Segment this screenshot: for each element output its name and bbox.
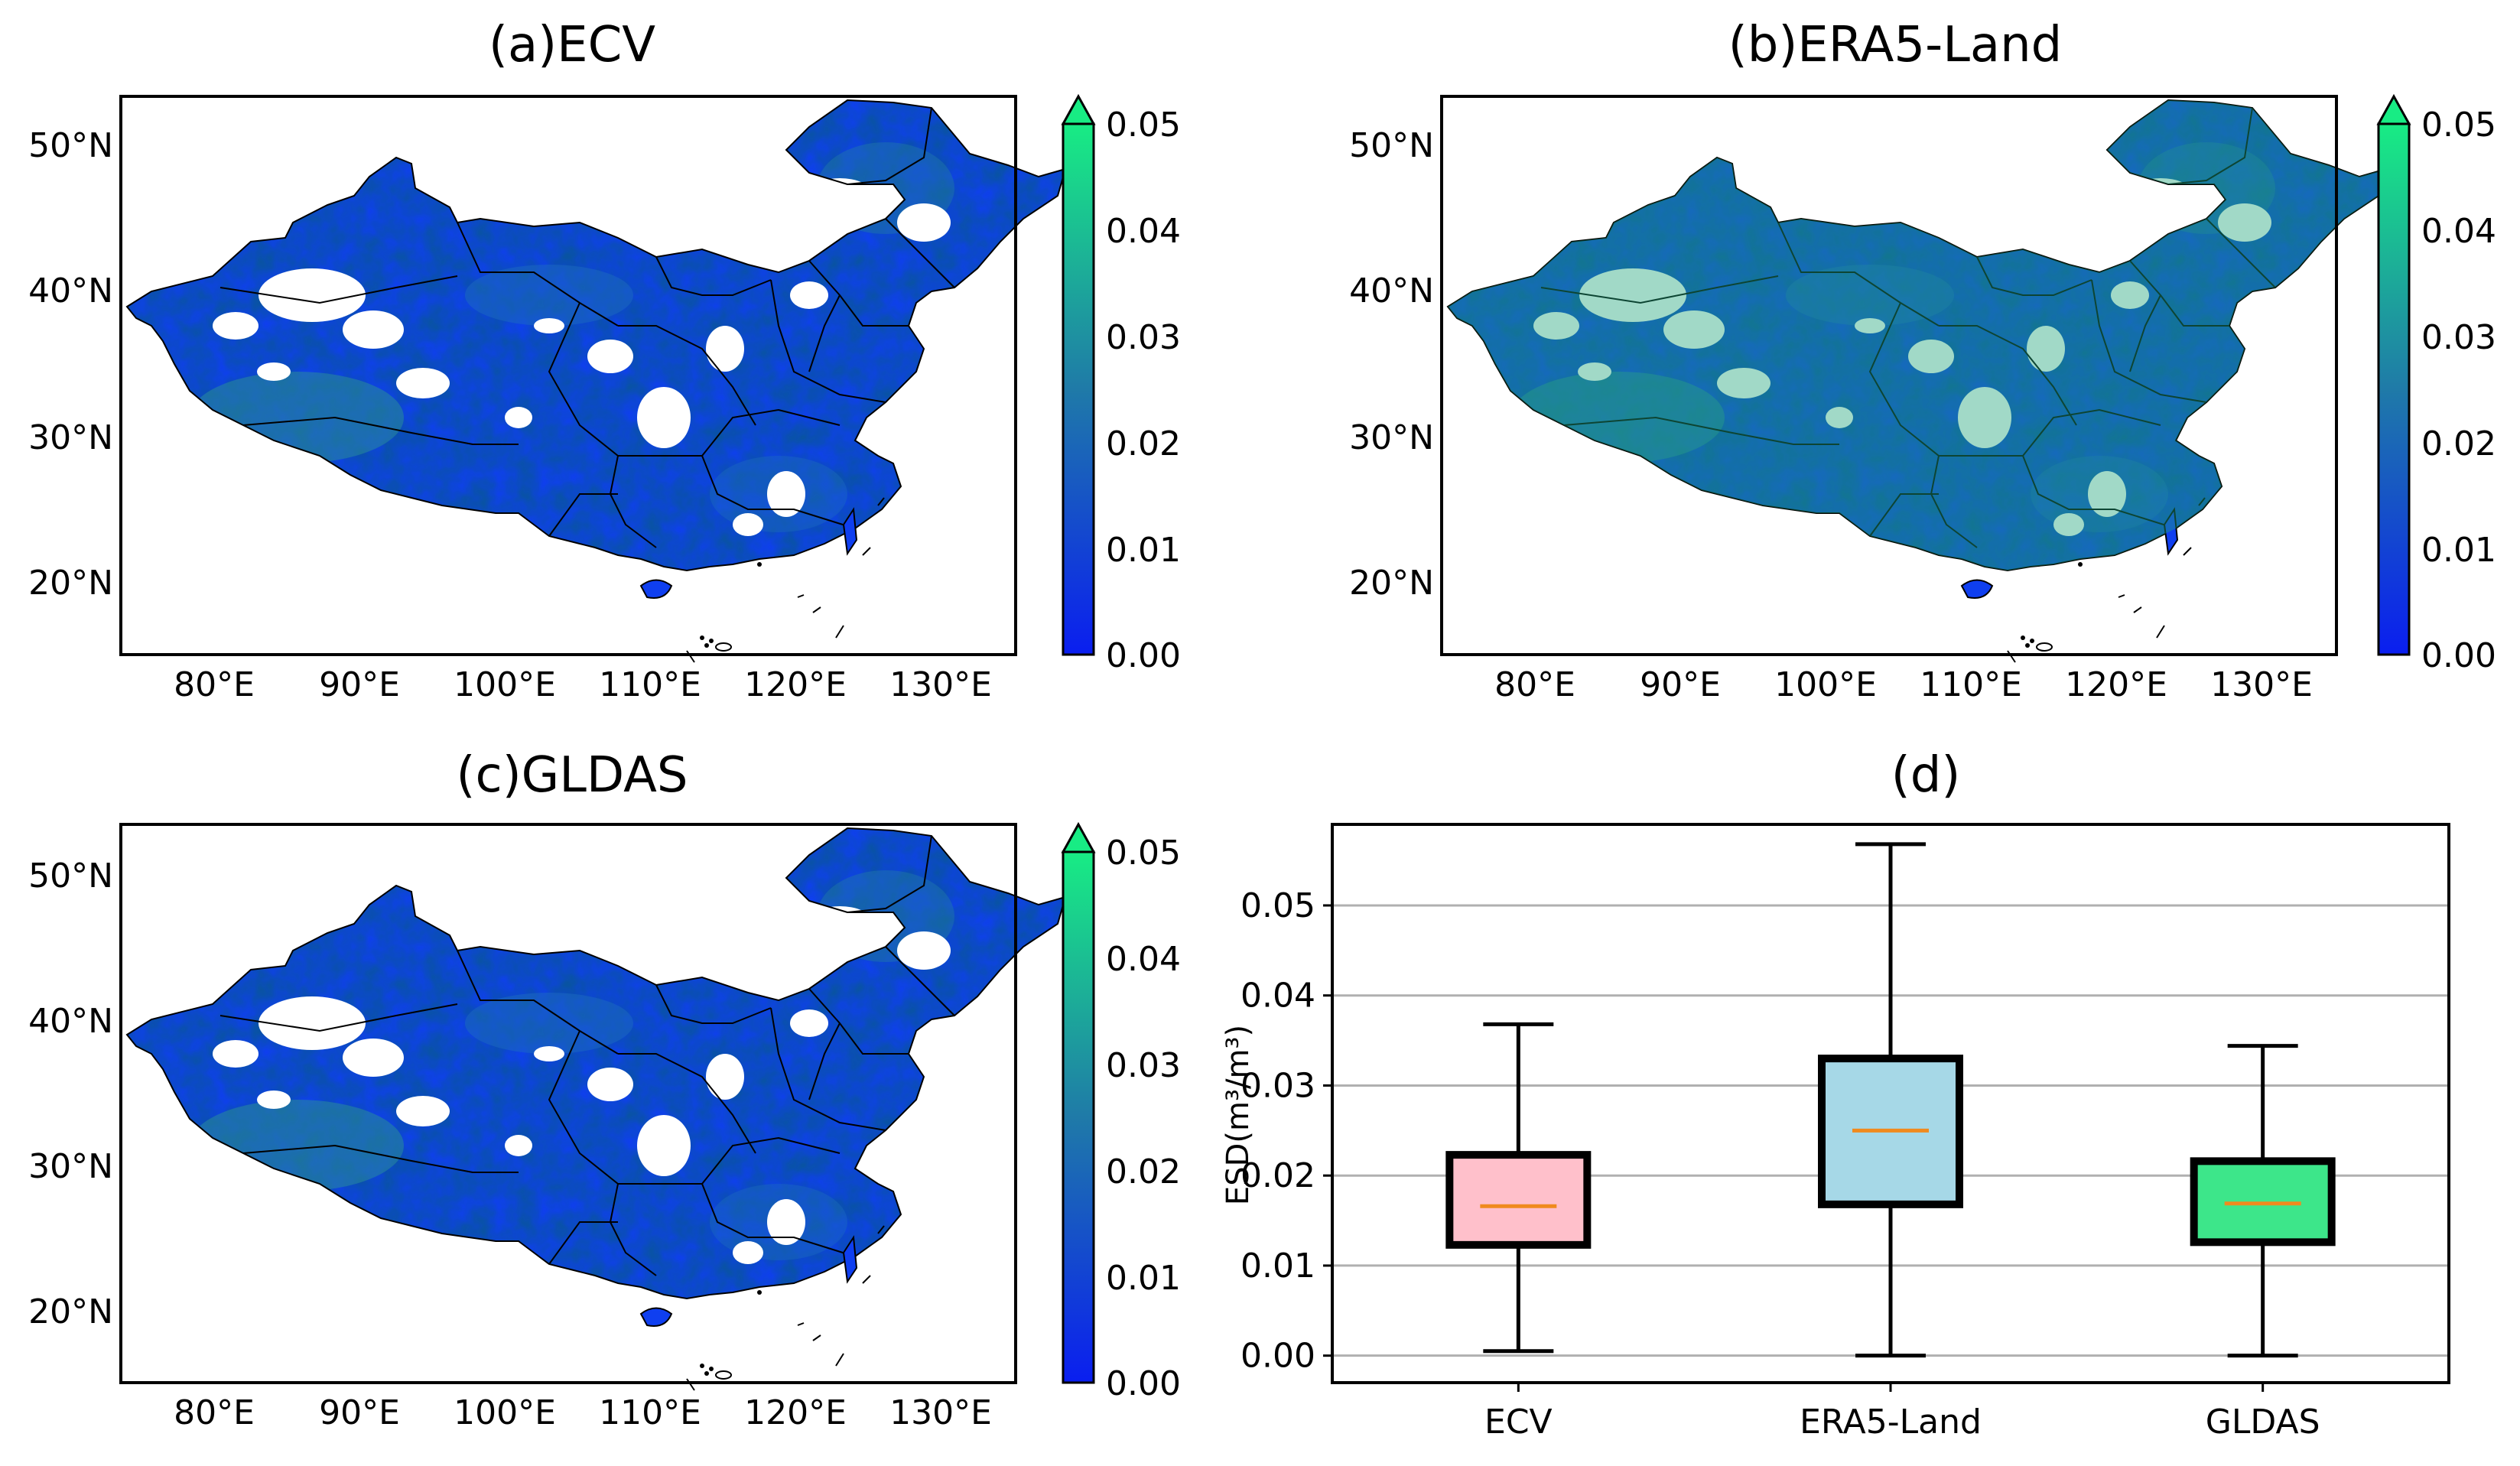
lat-tick-label: 20°N xyxy=(1349,564,1434,603)
lat-tick-label: 40°N xyxy=(28,271,113,310)
x-tick-label: GLDAS xyxy=(2206,1403,2320,1442)
colorbar-tick-label: 0.03 xyxy=(2421,318,2496,357)
lon-tick-label: 120°E xyxy=(744,665,847,704)
map-frame-era5 xyxy=(1440,95,2338,656)
lon-tick-label: 80°E xyxy=(174,665,255,704)
map-panel-ecv: (a)ECV 50°N 40°N 30°N 20°N 80°E 90°E 100… xyxy=(28,17,1181,704)
x-tick-label: ERA5-Land xyxy=(1800,1403,1982,1442)
lon-tick-label: 80°E xyxy=(1494,665,1575,704)
lat-tick-label: 50°N xyxy=(1349,126,1434,165)
lon-tick-label: 100°E xyxy=(454,665,556,704)
lat-tick-labels-era5: 50°N 40°N 30°N 20°N xyxy=(1349,126,1434,603)
map-title-era5: (b)ERA5-Land xyxy=(1728,17,2063,73)
colorbar-tick-label: 0.00 xyxy=(2421,636,2496,675)
colorbar-gradient xyxy=(1062,850,1095,1384)
colorbar-gradient xyxy=(1062,122,1095,656)
colorbar-extend-arrow xyxy=(1061,821,1096,853)
lon-tick-label: 130°E xyxy=(889,1393,992,1432)
map-frame-ecv xyxy=(119,95,1017,656)
colorbar-extend-arrow xyxy=(2376,93,2411,125)
boxplot-x-ticks: ECV ERA5-Land GLDAS xyxy=(1484,1383,2320,1442)
y-tick-label: 0.02 xyxy=(1240,1156,1315,1195)
map-title-ecv: (a)ECV xyxy=(489,17,655,73)
lon-tick-label: 120°E xyxy=(744,1393,847,1432)
colorbar-era5: 0.05 0.04 0.03 0.02 0.01 0.00 xyxy=(2376,93,2496,675)
colorbar-tick-label: 0.04 xyxy=(2421,212,2496,251)
y-tick-label: 0.05 xyxy=(1240,886,1315,925)
colorbar-tick-label: 0.02 xyxy=(1106,1152,1181,1191)
lon-tick-label: 120°E xyxy=(2065,665,2167,704)
china-map-ecv xyxy=(121,96,1069,662)
colorbar-tick-label: 0.05 xyxy=(1106,834,1181,873)
colorbar-tick-label: 0.03 xyxy=(1106,318,1181,357)
boxplot-ylabel: ESD(m³/m³) xyxy=(1221,1025,1256,1205)
y-tick-label: 0.04 xyxy=(1240,977,1315,1016)
lon-tick-label: 80°E xyxy=(174,1393,255,1432)
colorbar-gldas: 0.05 0.04 0.03 0.02 0.01 0.00 xyxy=(1061,821,1181,1403)
lon-tick-label: 90°E xyxy=(319,1393,400,1432)
colorbar-ecv: 0.05 0.04 0.03 0.02 0.01 0.00 xyxy=(1061,93,1181,675)
map-panel-era5: (b)ERA5-Land 50°N 40°N 30°N 20°N 80°E 90… xyxy=(1349,17,2496,704)
y-tick-label: 0.01 xyxy=(1240,1247,1315,1286)
lat-tick-label: 20°N xyxy=(28,1292,113,1331)
x-tick-label: ECV xyxy=(1484,1403,1553,1442)
boxplot-frame xyxy=(1331,823,2450,1384)
map-frame-gldas xyxy=(119,823,1017,1384)
lon-tick-label: 100°E xyxy=(454,1393,556,1432)
colorbar-tick-label: 0.01 xyxy=(1106,1259,1181,1298)
colorbar-tick-label: 0.00 xyxy=(1106,636,1181,675)
lon-tick-label: 90°E xyxy=(1640,665,1721,704)
colorbar-tick-label: 0.04 xyxy=(1106,212,1181,251)
lat-tick-label: 50°N xyxy=(28,126,113,165)
lon-tick-labels-era5: 80°E 90°E 100°E 110°E 120°E 130°E xyxy=(1494,665,2313,704)
lon-tick-label: 110°E xyxy=(599,665,701,704)
box-gldas xyxy=(2190,1044,2336,1358)
lat-tick-label: 40°N xyxy=(1349,271,1434,310)
lat-tick-labels-gldas: 50°N 40°N 30°N 20°N xyxy=(28,857,113,1331)
colorbar-tick-label: 0.03 xyxy=(1106,1046,1181,1085)
lat-tick-label: 50°N xyxy=(28,857,113,896)
lat-tick-label: 40°N xyxy=(28,1002,113,1041)
lon-tick-label: 110°E xyxy=(599,1393,701,1432)
colorbar-tick-label: 0.04 xyxy=(1106,940,1181,979)
boxplot-y-ticks: 0.00 0.01 0.02 0.03 0.04 0.05 xyxy=(1240,886,1332,1376)
lon-tick-label: 110°E xyxy=(1920,665,2022,704)
lon-tick-label: 130°E xyxy=(2210,665,2313,704)
colorbar-tick-label: 0.05 xyxy=(1106,106,1181,145)
box-era5-land xyxy=(1818,842,1963,1358)
boxplot-boxes xyxy=(1445,842,2336,1358)
lat-tick-label: 30°N xyxy=(28,418,113,457)
colorbar-extend-arrow xyxy=(1061,93,1096,125)
box-ecv xyxy=(1445,1022,1592,1354)
lat-tick-labels-ecv: 50°N 40°N 30°N 20°N xyxy=(28,126,113,603)
lat-tick-label: 30°N xyxy=(1349,418,1434,457)
lat-tick-label: 20°N xyxy=(28,564,113,603)
y-tick-label: 0.03 xyxy=(1240,1066,1315,1105)
y-tick-label: 0.00 xyxy=(1240,1337,1315,1376)
lat-tick-label: 30°N xyxy=(28,1147,113,1186)
colorbar-gradient xyxy=(2377,122,2411,656)
colorbar-tick-label: 0.01 xyxy=(2421,531,2496,570)
lon-tick-label: 130°E xyxy=(889,665,992,704)
lon-tick-labels-gldas: 80°E 90°E 100°E 110°E 120°E 130°E xyxy=(174,1393,992,1432)
boxplot-title: (d) xyxy=(1891,747,1961,804)
lon-tick-label: 100°E xyxy=(1774,665,1877,704)
boxplot-panel: (d) ESD(m³/m³) 0.000.010.020.030.040.05 … xyxy=(1221,747,2450,1442)
colorbar-tick-label: 0.02 xyxy=(2421,424,2496,463)
era5-wetter-overlay xyxy=(1448,100,2386,570)
colorbar-tick-label: 0.02 xyxy=(1106,424,1181,463)
lon-tick-label: 90°E xyxy=(319,665,400,704)
lon-tick-labels-ecv: 80°E 90°E 100°E 110°E 120°E 130°E xyxy=(174,665,992,704)
map-title-gldas: (c)GLDAS xyxy=(457,747,688,804)
map-panel-gldas: (c)GLDAS 50°N 40°N 30°N 20°N 80°E 90°E 1… xyxy=(28,747,1181,1432)
box-iqr xyxy=(1445,1151,1592,1249)
colorbar-tick-label: 0.00 xyxy=(1106,1364,1181,1403)
colorbar-tick-label: 0.01 xyxy=(1106,531,1181,570)
china-map-gldas xyxy=(121,824,1069,1390)
colorbar-tick-label: 0.05 xyxy=(2421,106,2496,145)
